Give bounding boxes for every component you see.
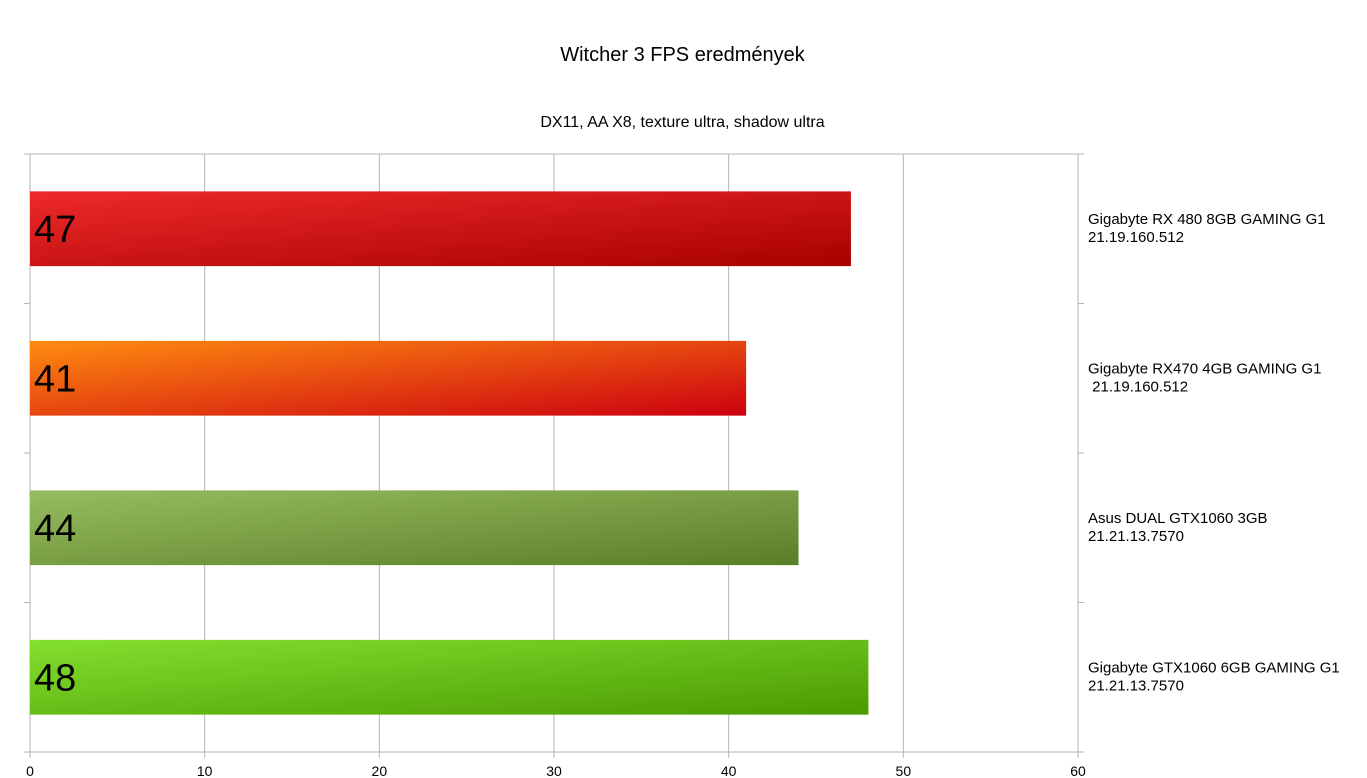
axes bbox=[24, 153, 1084, 758]
bar bbox=[30, 191, 851, 267]
bars bbox=[30, 191, 869, 715]
x-tick-label: 30 bbox=[546, 763, 562, 778]
x-tick-label: 20 bbox=[372, 763, 388, 778]
chart-subtitle: DX11, AA X8, texture ultra, shadow ultra bbox=[540, 114, 825, 131]
chart-title: Witcher 3 FPS eredmények bbox=[560, 44, 805, 66]
bar bbox=[30, 639, 869, 715]
x-tick-label: 0 bbox=[26, 763, 34, 778]
category-label: 21.21.13.7570 bbox=[1088, 677, 1184, 694]
x-tick-label: 60 bbox=[1070, 763, 1086, 778]
data-label: 41 bbox=[34, 358, 76, 400]
category-label: Gigabyte RX470 4GB GAMING G1 bbox=[1088, 360, 1321, 377]
x-tick-label: 40 bbox=[721, 763, 737, 778]
category-label: Gigabyte GTX1060 6GB GAMING G1 bbox=[1088, 659, 1340, 676]
bar bbox=[30, 340, 747, 416]
data-label: 44 bbox=[34, 508, 76, 550]
category-label: 21.19.160.512 bbox=[1088, 229, 1184, 246]
x-tick-label: 10 bbox=[197, 763, 213, 778]
data-label: 48 bbox=[34, 657, 76, 699]
x-tick-label: 50 bbox=[896, 763, 912, 778]
category-label: Asus DUAL GTX1060 3GB bbox=[1088, 510, 1268, 527]
category-label: 21.21.13.7570 bbox=[1088, 528, 1184, 545]
labels: 0 10 20 30 40 50 60 47 Gigabyte RX 480 8GB GAMIN… bbox=[26, 209, 1340, 778]
category-label: Gigabyte RX 480 8GB GAMING G1 bbox=[1088, 211, 1326, 228]
category-label: 21.19.160.512 bbox=[1088, 378, 1188, 395]
data-label: 47 bbox=[34, 209, 76, 251]
bar bbox=[30, 490, 799, 566]
